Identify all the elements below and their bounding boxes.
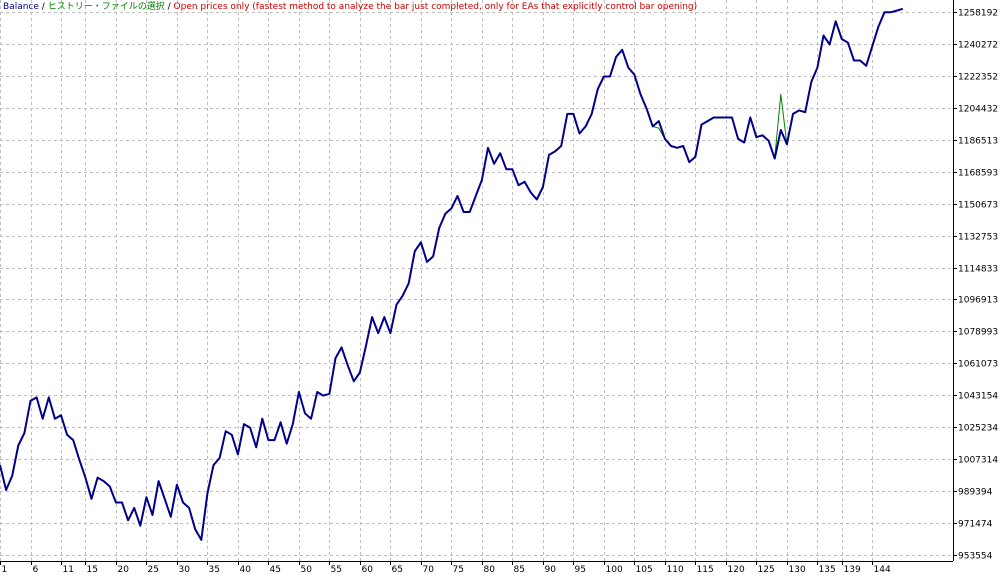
x-tick-label: 55 bbox=[331, 565, 342, 575]
x-tick-label: 130 bbox=[789, 565, 806, 575]
x-tick-label: 110 bbox=[667, 565, 684, 575]
history-file-label: ヒストリー・ファイルの選択 bbox=[47, 2, 165, 12]
balance-label: Balance bbox=[3, 2, 39, 12]
x-tick-label: 40 bbox=[240, 565, 252, 575]
x-tick-label: 70 bbox=[423, 565, 435, 575]
x-tick-label: 75 bbox=[453, 565, 464, 575]
chart-title: Balance / ヒストリー・ファイルの選択 / Open prices on… bbox=[3, 1, 697, 13]
x-tick-label: 115 bbox=[697, 565, 714, 575]
x-tick-label: 90 bbox=[545, 565, 557, 575]
x-tick-label: 135 bbox=[819, 565, 836, 575]
y-tick-label: 1043154 bbox=[958, 392, 998, 402]
x-tick-label: 11 bbox=[63, 565, 74, 575]
title-separator: / bbox=[41, 2, 45, 12]
y-tick-label: 1186513 bbox=[958, 137, 998, 147]
y-tick-label: 953554 bbox=[958, 552, 993, 562]
grid bbox=[0, 0, 953, 561]
x-tick-label: 30 bbox=[179, 565, 191, 575]
y-tick-label: 1150673 bbox=[958, 201, 998, 211]
y-tick-label: 1258192 bbox=[958, 9, 998, 19]
title-separator: / bbox=[167, 2, 171, 12]
y-tick-label: 1240272 bbox=[958, 41, 998, 51]
x-tick-label: 95 bbox=[575, 565, 586, 575]
y-tick-label: 1222352 bbox=[958, 73, 998, 83]
x-tick-label: 45 bbox=[270, 565, 281, 575]
x-tick-label: 100 bbox=[606, 565, 623, 575]
x-tick-label: 65 bbox=[392, 565, 403, 575]
series-layer bbox=[0, 7, 904, 541]
y-tick-label: 1025234 bbox=[958, 424, 998, 434]
x-axis: 1 6 11 15 20 25 30 35 40 45 50 55 60 65 70 75 80 85 90 95 10… bbox=[0, 561, 891, 575]
x-tick-label: 139 bbox=[844, 565, 861, 575]
x-tick-label: 35 bbox=[209, 565, 220, 575]
y-tick-label: 1061073 bbox=[958, 360, 998, 370]
x-tick-label: 125 bbox=[758, 565, 775, 575]
x-tick-label: 105 bbox=[636, 565, 653, 575]
x-tick-label: 15 bbox=[87, 565, 98, 575]
x-tick-label: 25 bbox=[148, 565, 159, 575]
x-tick-label: 85 bbox=[514, 565, 525, 575]
model-label: Open prices only (fastest method to anal… bbox=[173, 2, 698, 12]
y-tick-label: 971474 bbox=[958, 520, 993, 530]
y-tick-label: 1078993 bbox=[958, 328, 998, 338]
balance-line bbox=[0, 7, 904, 541]
y-tick-label: 1168593 bbox=[958, 169, 998, 179]
x-tick-label: 20 bbox=[118, 565, 130, 575]
x-tick-label: 80 bbox=[484, 565, 496, 575]
x-tick-label: 50 bbox=[301, 565, 313, 575]
y-tick-label: 1204432 bbox=[958, 105, 998, 115]
x-tick-label: 6 bbox=[33, 565, 39, 575]
y-tick-label: 1096913 bbox=[958, 296, 998, 306]
y-tick-label: 1114833 bbox=[958, 265, 998, 275]
y-tick-label: 989394 bbox=[958, 488, 993, 498]
x-tick-label: 60 bbox=[362, 565, 374, 575]
y-axis: 953554 971474 989394 1007314 1025234 1043154 1… bbox=[953, 9, 998, 562]
y-tick-label: 1007314 bbox=[958, 456, 998, 466]
x-tick-label: 120 bbox=[728, 565, 745, 575]
x-tick-label: 1 bbox=[2, 565, 8, 575]
y-tick-label: 1132753 bbox=[958, 233, 998, 243]
x-tick-label: 144 bbox=[874, 565, 891, 575]
plot-background bbox=[0, 0, 953, 561]
